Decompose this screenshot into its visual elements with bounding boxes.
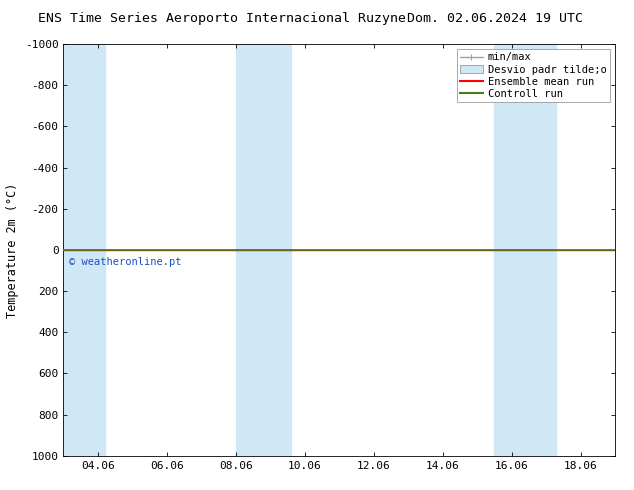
Text: Dom. 02.06.2024 19 UTC: Dom. 02.06.2024 19 UTC xyxy=(406,12,583,25)
Bar xyxy=(236,44,291,456)
Bar xyxy=(63,44,105,456)
Bar xyxy=(495,44,557,456)
Text: ENS Time Series Aeroporto Internacional Ruzyne: ENS Time Series Aeroporto Internacional … xyxy=(38,12,406,25)
Y-axis label: Temperature 2m (°C): Temperature 2m (°C) xyxy=(6,182,19,318)
Legend: min/max, Desvio padr tilde;o, Ensemble mean run, Controll run: min/max, Desvio padr tilde;o, Ensemble m… xyxy=(456,49,610,102)
Text: © weatheronline.pt: © weatheronline.pt xyxy=(68,257,181,267)
